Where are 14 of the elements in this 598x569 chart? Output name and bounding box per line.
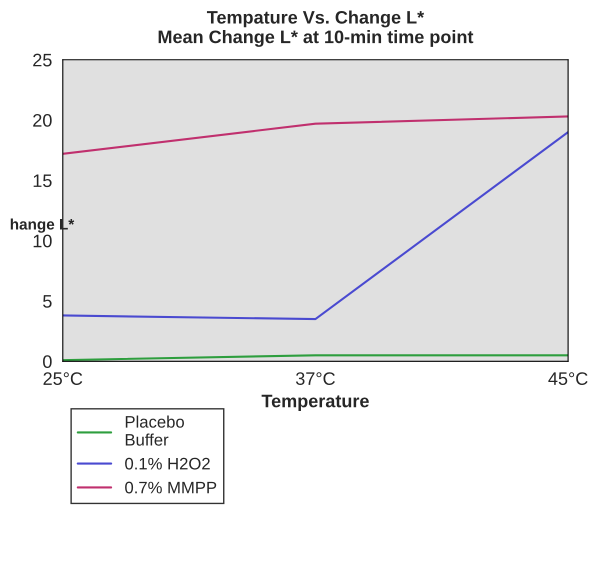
- y-tick-label: 15: [34, 174, 52, 188]
- x-tick-label: 25°C: [44, 372, 82, 385]
- y-tick-label: 20: [33, 114, 52, 127]
- x-tick-label: 37°C: [296, 372, 335, 385]
- legend-label: 0.7% MMPP: [125, 482, 216, 494]
- legend-label: 0.1% H2O2: [125, 458, 210, 470]
- y-tick-label: 25: [33, 54, 52, 66]
- legend-label: Placebo Buffer: [126, 416, 184, 446]
- x-axis-title: Temperature: [262, 394, 369, 411]
- y-tick-label: 0: [43, 355, 52, 368]
- y-tick-label: 10: [34, 234, 52, 248]
- chart-title: Tempature Vs. Change L* Mean Change L* at 10-min time point: [158, 10, 474, 47]
- x-tick-label: 45°C: [548, 372, 588, 385]
- y-tick-label: 5: [43, 295, 52, 308]
